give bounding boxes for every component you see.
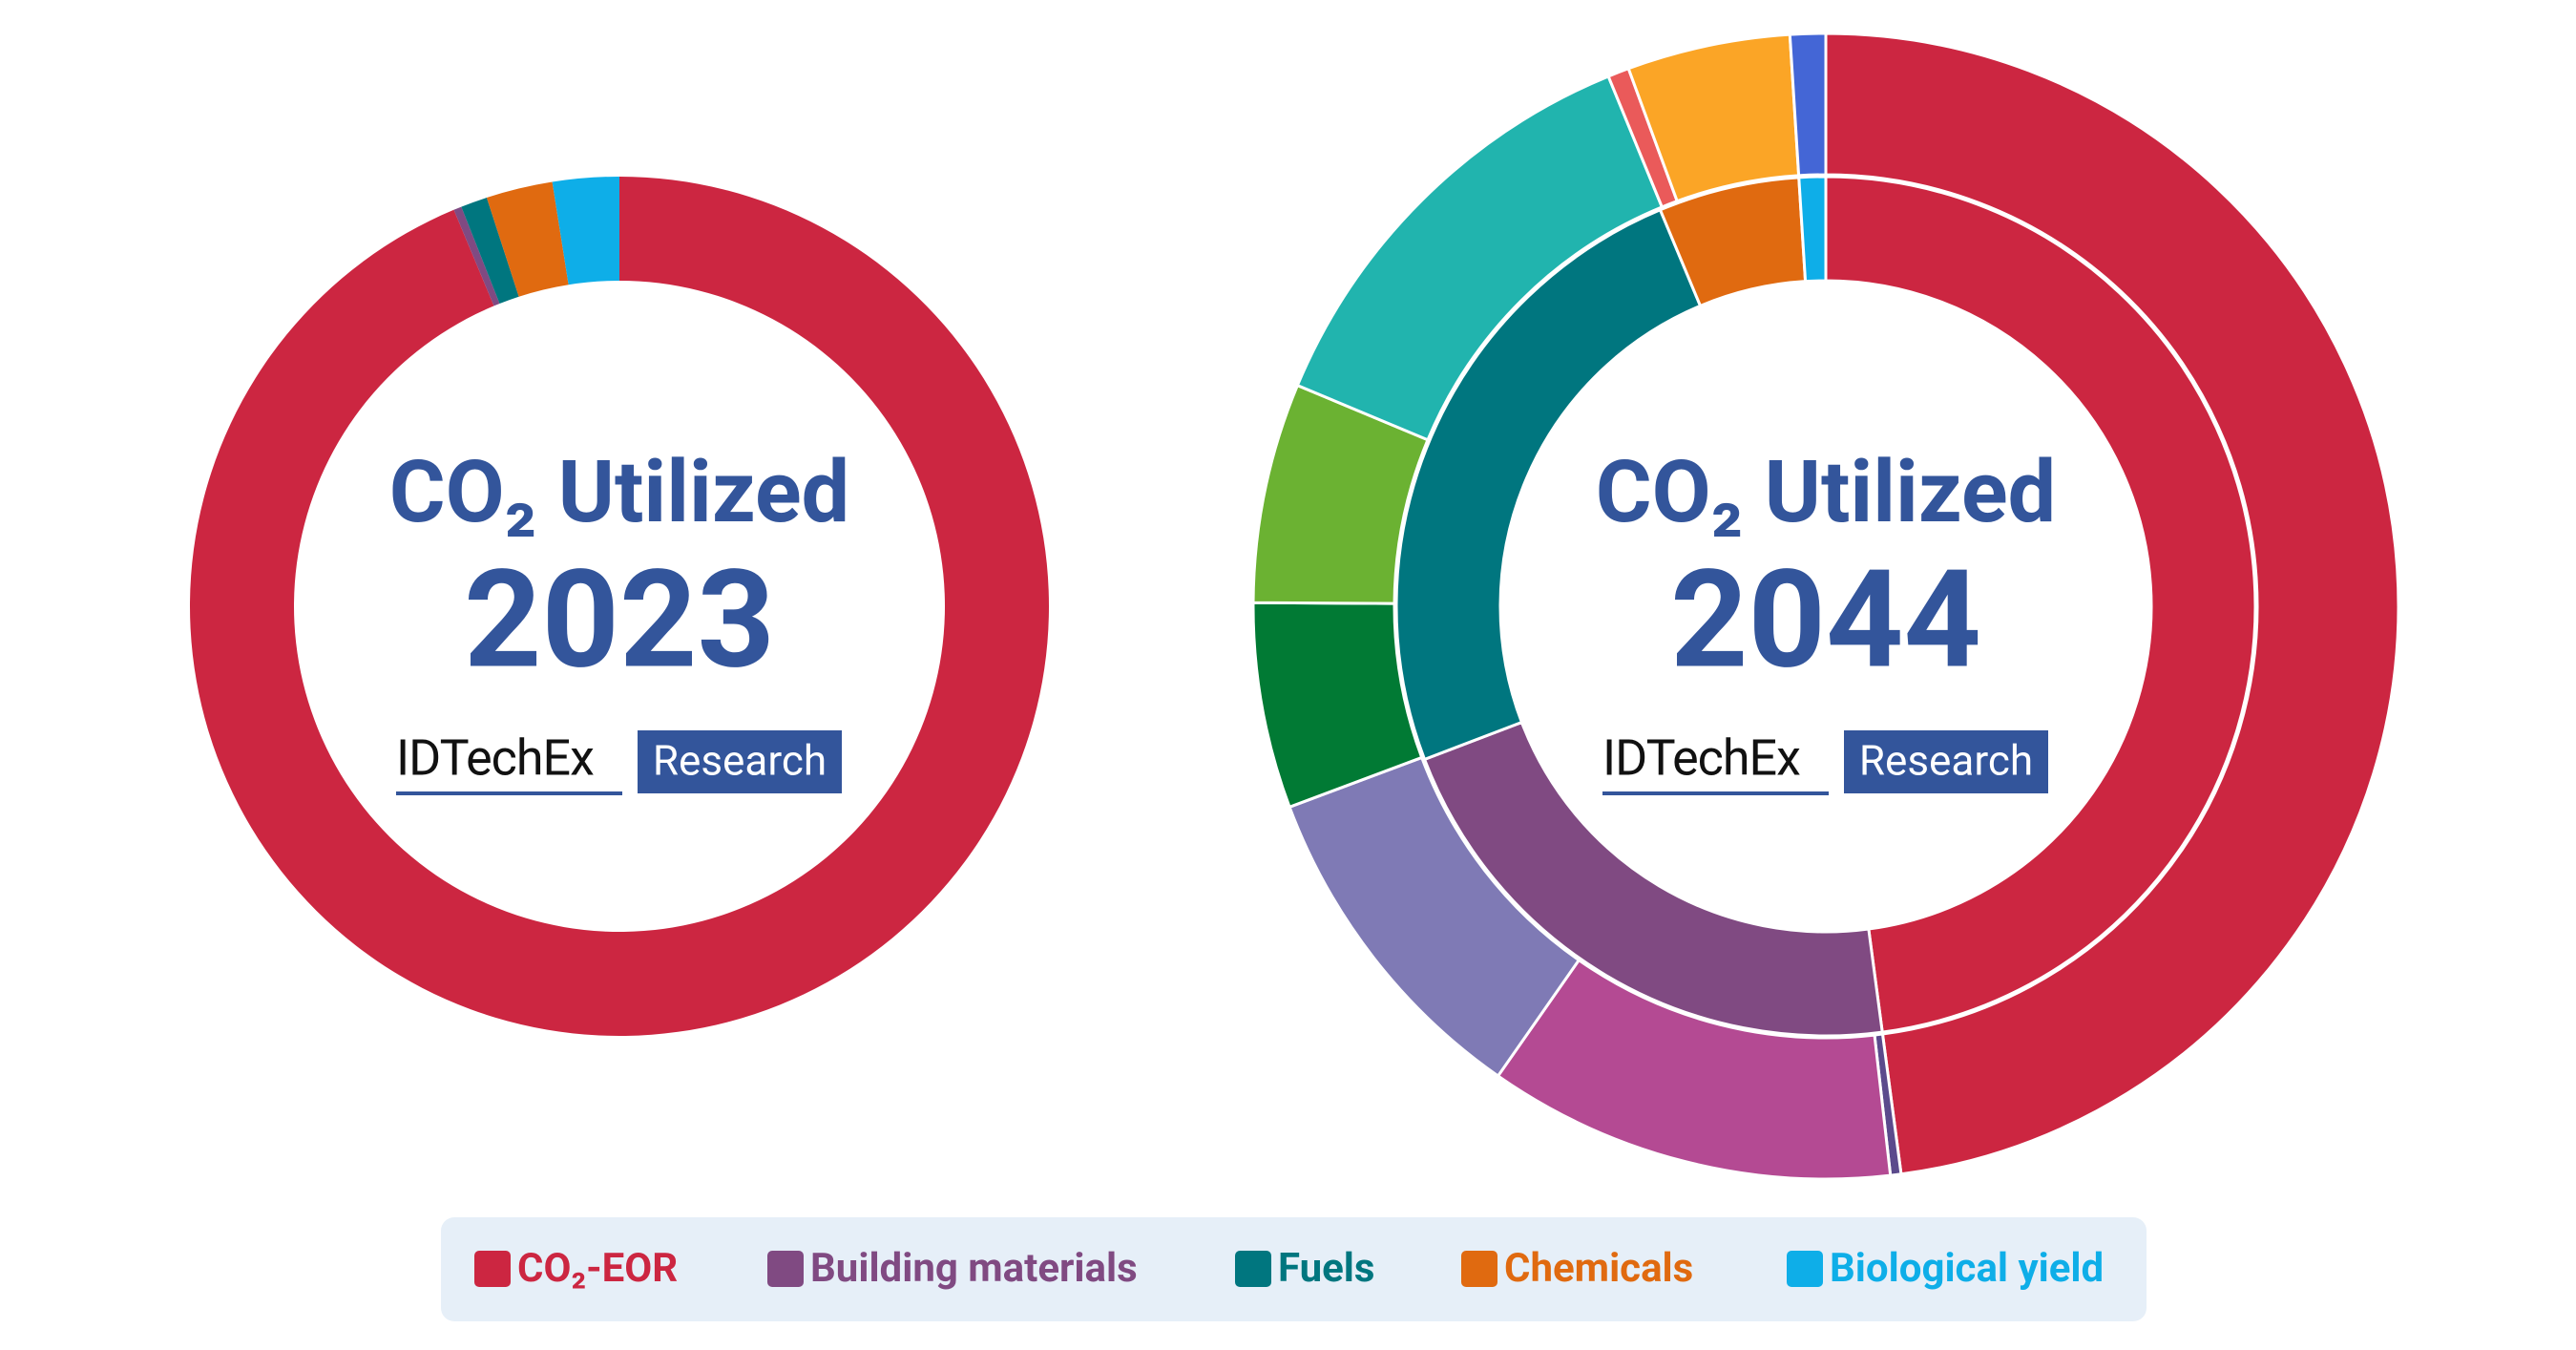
legend-label: Biological yield — [1830, 1245, 2104, 1292]
chart-year: 2023 — [464, 540, 775, 700]
legend-swatch — [767, 1251, 804, 1287]
legend-swatch — [1235, 1251, 1271, 1287]
legend-label: Building materials — [810, 1245, 1138, 1292]
chart-year: 2044 — [1670, 540, 1981, 700]
logo-brand: IDTechEx — [1602, 729, 1800, 788]
logo-tag: Research — [1859, 736, 2033, 786]
logo-tag: Research — [653, 736, 827, 786]
chart-title: CO₂ Utilized — [389, 442, 849, 542]
donut-segment — [486, 181, 569, 297]
logo-box — [1844, 730, 2048, 793]
logo-brand: IDTechEx — [396, 729, 594, 788]
donut-segment — [552, 177, 619, 285]
donut-segment — [453, 206, 500, 306]
legend-label: Chemicals — [1504, 1245, 1693, 1292]
logo-underline — [1602, 791, 1829, 795]
chart-title: CO₂ Utilized — [1596, 442, 2056, 542]
logo-underline — [396, 791, 622, 795]
legend-swatch — [1787, 1251, 1823, 1287]
donut-segment — [1788, 32, 1828, 178]
legend-label: CO₂-EOR — [517, 1245, 678, 1292]
legend-swatch — [1461, 1251, 1497, 1287]
donut-segment — [1797, 175, 1828, 284]
donut-segment — [1422, 720, 1884, 1038]
donut-segment — [1824, 175, 2257, 1034]
donut-segment — [461, 198, 519, 304]
legend-label: Fuels — [1278, 1245, 1375, 1292]
donut-segment — [1824, 32, 2400, 1176]
logo-box — [638, 730, 842, 793]
legend-swatch — [474, 1251, 511, 1287]
legend-box — [441, 1217, 2147, 1321]
donut-segment — [1394, 207, 1703, 762]
